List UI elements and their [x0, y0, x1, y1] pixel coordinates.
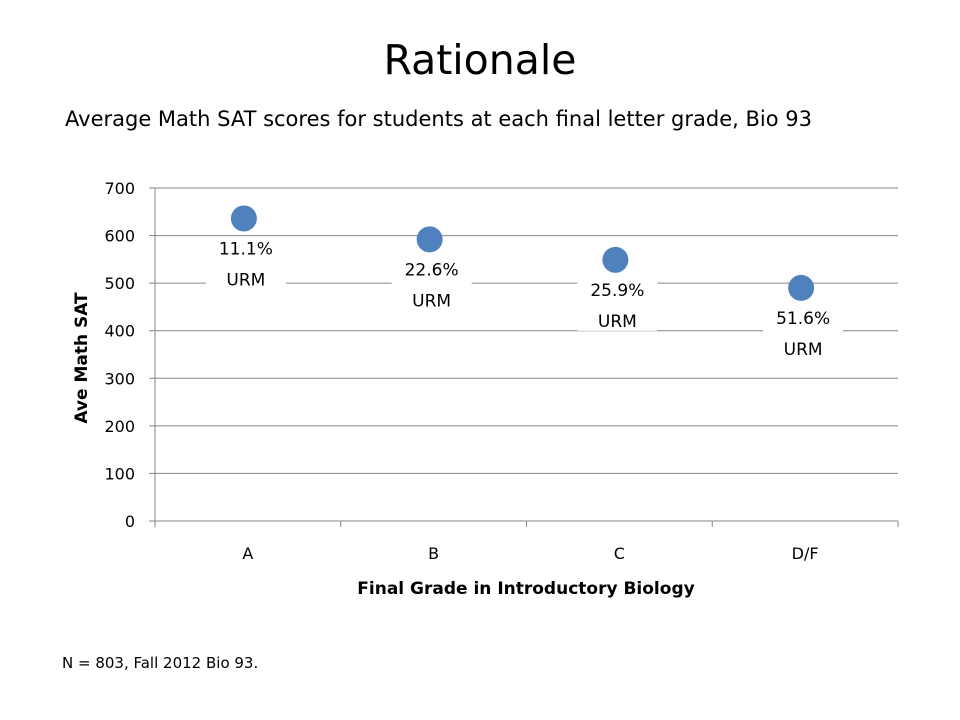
- x-tick-label: A: [242, 544, 253, 563]
- data-point: [230, 205, 257, 232]
- y-tick-label: 300: [104, 369, 135, 388]
- x-tick-label: D/F: [792, 544, 819, 563]
- x-tick-label: C: [614, 544, 625, 563]
- x-tick-label: B: [428, 544, 439, 563]
- y-tick-label: 0: [125, 512, 135, 531]
- data-label: 11.1%: [219, 239, 273, 259]
- y-axis-title: Ave Math SAT: [72, 292, 92, 424]
- data-label: URM: [598, 312, 637, 332]
- y-tick-label: 500: [104, 274, 135, 293]
- data-label: 25.9%: [590, 281, 644, 301]
- axes: 0 100 200 300 400 500 600 700 A B C D/F: [104, 179, 899, 563]
- slide-title: Rationale: [383, 36, 577, 84]
- data-label: URM: [784, 340, 823, 360]
- chart-subtitle: Average Math SAT scores for students at …: [65, 107, 812, 131]
- data-point: [788, 274, 815, 301]
- data-label: 51.6%: [776, 309, 830, 329]
- y-tick-label: 200: [104, 417, 135, 436]
- data-labels: 11.1% URM 22.6% URM 25.9% URM 51.6% URM: [205, 237, 844, 360]
- x-axis-title: Final Grade in Introductory Biology: [357, 579, 694, 599]
- data-label-background: [577, 278, 658, 331]
- data-label-background: [205, 237, 286, 290]
- data-label: URM: [412, 291, 451, 311]
- data-label-background: [763, 306, 844, 359]
- data-label: URM: [226, 270, 265, 290]
- y-tick-label: 700: [104, 179, 135, 198]
- y-tick-label: 400: [104, 322, 135, 341]
- y-tick-label: 100: [104, 464, 135, 483]
- y-tick-label: 600: [104, 227, 135, 246]
- footnote: N = 803, Fall 2012 Bio 93.: [62, 654, 259, 672]
- data-point: [416, 226, 443, 253]
- data-point: [602, 246, 629, 273]
- data-points: [230, 205, 815, 301]
- data-label-background: [391, 258, 472, 311]
- data-label: 22.6%: [405, 260, 459, 280]
